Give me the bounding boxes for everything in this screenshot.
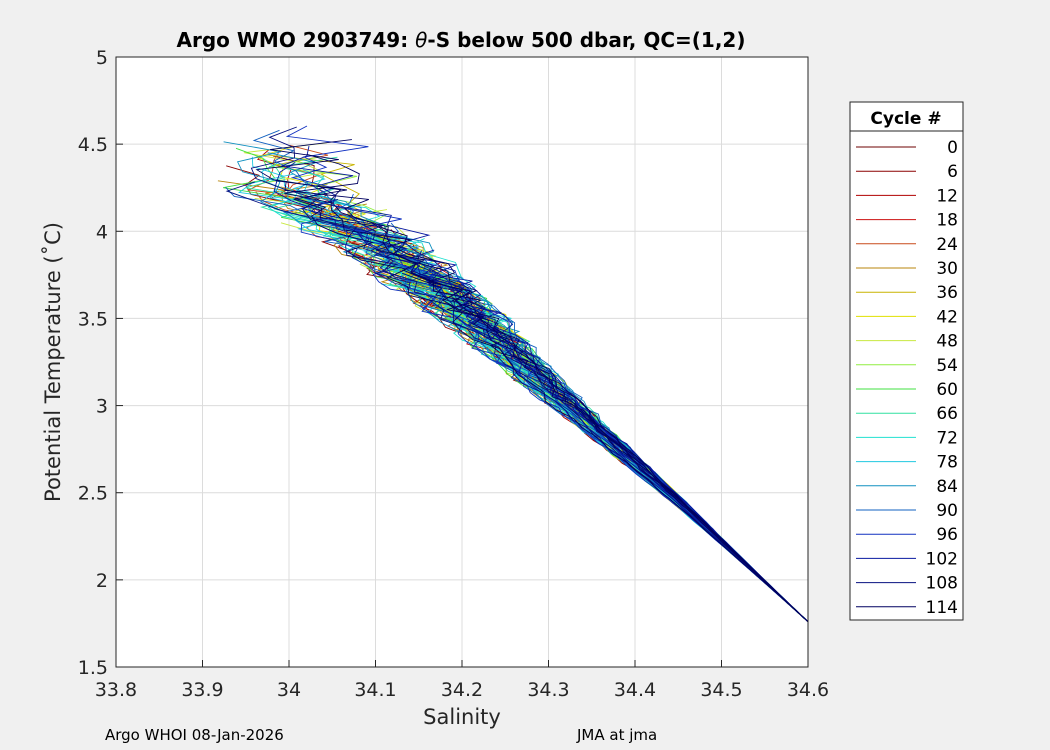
legend-label: 30 bbox=[936, 259, 958, 279]
y-axis-label: Potential Temperature (˚C) bbox=[41, 222, 65, 502]
legend-title: Cycle # bbox=[870, 109, 941, 129]
profile-line-cycle-115 bbox=[295, 197, 809, 623]
legend-label: 0 bbox=[947, 138, 958, 158]
y-tick-label: 3 bbox=[96, 396, 108, 418]
x-tick-label: 33.8 bbox=[95, 679, 137, 701]
legend-label: 72 bbox=[936, 428, 958, 448]
legend-label: 84 bbox=[936, 477, 958, 497]
profile-line-cycle-116 bbox=[402, 272, 809, 623]
legend-label: 12 bbox=[936, 186, 958, 206]
footer-left: Argo WHOI 08-Jan-2026 bbox=[105, 726, 284, 744]
y-tick-label: 2 bbox=[96, 570, 108, 592]
x-tick-label: 33.9 bbox=[181, 679, 223, 701]
y-tick-label: 1.5 bbox=[78, 657, 108, 679]
y-tick-label: 4 bbox=[96, 221, 108, 243]
x-axis-label: Salinity bbox=[423, 705, 501, 729]
y-tick-label: 4.5 bbox=[78, 134, 108, 156]
axis-ticks: 33.8 33.9 34 34.1 34.2 34.3 34.4 34.5 34.61.522.… bbox=[78, 47, 829, 701]
legend-label: 24 bbox=[936, 235, 958, 255]
y-tick-label: 3.5 bbox=[78, 308, 108, 330]
legend-label: 42 bbox=[936, 307, 958, 327]
x-tick-label: 34.5 bbox=[700, 679, 742, 701]
x-tick-label: 34.1 bbox=[354, 679, 396, 701]
legend-label: 90 bbox=[936, 501, 958, 521]
x-tick-label: 34 bbox=[277, 679, 301, 701]
legend-label: 18 bbox=[936, 211, 958, 231]
legend-label: 6 bbox=[947, 162, 958, 182]
legend-entries: 0 6 12 18 24 30 36 42 48 54 60 66 72 78 84 90 96 102 108 11… bbox=[856, 138, 958, 618]
legend-label: 102 bbox=[926, 549, 958, 569]
legend-label: 114 bbox=[926, 598, 958, 618]
profile-line-cycle-105 bbox=[250, 126, 809, 623]
legend-label: 66 bbox=[936, 404, 958, 424]
series-layer bbox=[217, 125, 809, 623]
x-tick-label: 34.2 bbox=[441, 679, 483, 701]
x-tick-label: 34.4 bbox=[614, 679, 656, 701]
y-tick-label: 2.5 bbox=[78, 483, 108, 505]
x-tick-label: 34.6 bbox=[787, 679, 829, 701]
y-tick-label: 5 bbox=[96, 47, 108, 69]
legend-label: 54 bbox=[936, 356, 958, 376]
legend-label: 60 bbox=[936, 380, 958, 400]
legend-label: 36 bbox=[936, 283, 958, 303]
legend: Cycle # 0 6 12 18 24 30 36 42 48 54 60 66 72 78 84 90 96… bbox=[849, 101, 964, 621]
legend-label: 78 bbox=[936, 453, 958, 473]
legend-label: 96 bbox=[936, 525, 958, 545]
legend-box bbox=[849, 101, 964, 621]
x-tick-label: 34.3 bbox=[527, 679, 569, 701]
footer-right: JMA at jma bbox=[577, 726, 658, 744]
profile-line-cycle-114 bbox=[284, 153, 809, 623]
legend-label: 48 bbox=[936, 332, 958, 352]
legend-label: 108 bbox=[926, 574, 958, 594]
chart-title: Argo WMO 2903749: θ-S below 500 dbar, QC… bbox=[177, 28, 746, 52]
